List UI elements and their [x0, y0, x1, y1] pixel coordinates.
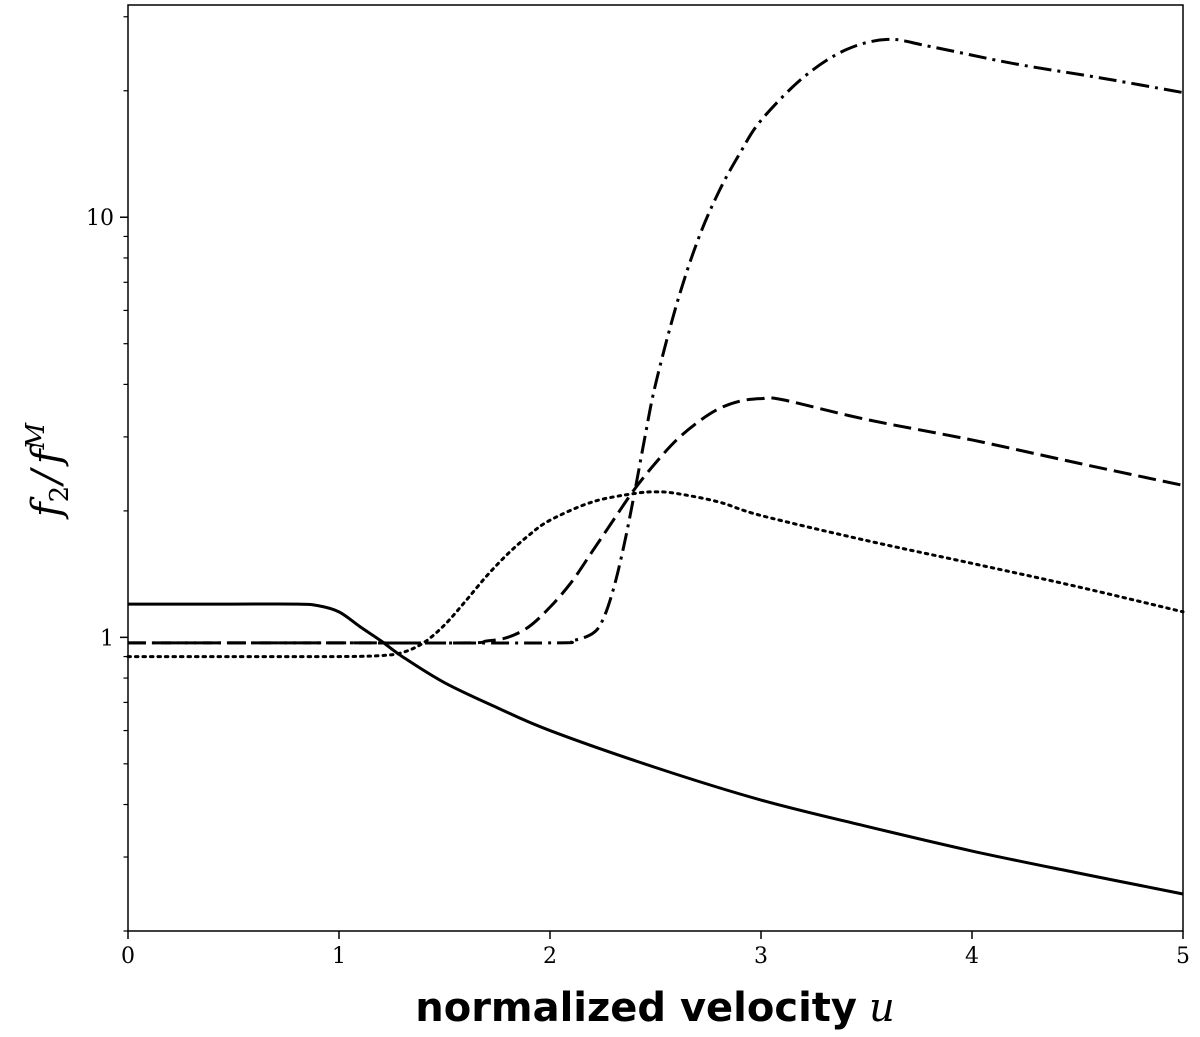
- series-line-dashed: [127, 396, 1184, 645]
- x-tick-label-5: 5: [1176, 944, 1190, 969]
- y-axis-label-subscript: 2: [45, 486, 75, 503]
- axes-layer: 0 1 2 3 4 5 1 10: [86, 4, 1190, 969]
- series-layer: [126, 37, 1185, 896]
- x-tick-label-4: 4: [965, 944, 979, 969]
- x-axis-label-variable: u: [869, 985, 895, 1031]
- x-axis-label: normalized velocity u: [415, 985, 895, 1031]
- series-line-dash-dot: [127, 37, 1184, 645]
- series-line-solid: [128, 602, 1184, 896]
- series-line-dotted: [126, 490, 1185, 659]
- axes-frame: [127, 4, 1184, 932]
- x-tick-label-1: 1: [332, 944, 346, 969]
- plot-area: [128, 5, 1183, 931]
- x-axis-label-text: normalized velocity: [415, 985, 857, 1031]
- x-tick-label-0: 0: [121, 944, 135, 969]
- y-axis-label: f2/fM: [21, 421, 75, 520]
- plot-background: [128, 5, 1183, 931]
- y-axis-label-superscript: M: [21, 421, 51, 450]
- y-axis-label-separator: /: [24, 467, 70, 488]
- y-tick-label-1: 1: [100, 626, 114, 651]
- y-tick-label-10: 10: [86, 206, 114, 231]
- x-tick-label-2: 2: [543, 944, 557, 969]
- svg-text:f2/fM: f2/fM: [21, 421, 75, 520]
- x-tick-label-3: 3: [754, 944, 768, 969]
